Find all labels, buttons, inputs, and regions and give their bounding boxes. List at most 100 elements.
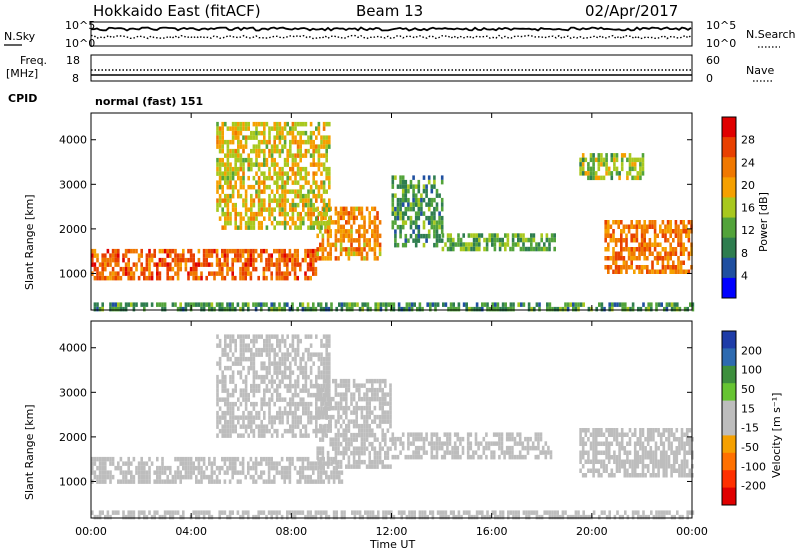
data-cell-6	[642, 514, 645, 520]
data-cell-2	[257, 198, 261, 203]
data-cell-0	[202, 248, 206, 254]
data-cell-3	[401, 184, 405, 189]
data-cell-4	[496, 237, 499, 243]
data-cell-2	[302, 433, 305, 438]
data-cell-2	[328, 184, 331, 190]
data-cell-0	[96, 257, 99, 263]
data-cell-3	[440, 445, 444, 451]
data-cell-0	[96, 474, 99, 480]
data-cell-3	[516, 454, 519, 460]
data-cell-1	[350, 233, 353, 239]
data-cell-1	[339, 432, 343, 438]
data-cell-2	[255, 410, 258, 416]
data-cell-5	[594, 428, 598, 433]
data-cell-0	[166, 465, 169, 471]
data-cell-2	[260, 211, 263, 217]
data-cell-5	[659, 459, 663, 464]
data-cell-1	[384, 414, 387, 420]
data-cell-0	[236, 479, 240, 484]
data-cell-2	[250, 225, 253, 230]
data-cell-2	[325, 343, 328, 348]
data-cell-3	[440, 229, 444, 234]
data-cell-2	[252, 370, 256, 375]
data-cell-5	[630, 247, 633, 252]
data-cell-2	[247, 415, 250, 420]
data-cell-0	[135, 262, 138, 267]
data-cell-5	[651, 220, 654, 225]
data-cell-1	[350, 441, 353, 447]
data-cell-2	[247, 424, 250, 429]
data-cell-2	[268, 126, 271, 131]
data-cell-2	[309, 392, 313, 398]
data-cell-6	[551, 514, 554, 520]
data-cell-1	[376, 256, 379, 261]
data-cell-2	[286, 365, 289, 371]
data-cell-2	[221, 379, 224, 384]
data-cell-2	[234, 383, 237, 389]
data-cell-1	[384, 392, 387, 397]
data-cell-6	[353, 510, 357, 515]
data-cell-3	[425, 436, 428, 442]
data-cell-7	[504, 302, 507, 307]
data-cell-7	[631, 302, 635, 307]
data-cell-1	[355, 401, 358, 406]
data-cell-1	[332, 441, 335, 447]
data-cell-2	[237, 370, 240, 375]
data-cell-5	[654, 450, 658, 455]
data-cell-1	[337, 224, 340, 230]
data-cell-3	[498, 436, 501, 442]
data-cell-0	[265, 266, 268, 272]
data-cell-0	[101, 474, 104, 480]
data-cell-2	[229, 433, 232, 438]
data-cell-2	[229, 338, 232, 344]
data-cell-1	[339, 229, 343, 234]
data-cell-2	[281, 175, 284, 181]
data-cell-2	[265, 184, 269, 190]
data-cell-0	[122, 470, 125, 475]
data-cell-7	[351, 302, 354, 307]
colorbar-swatch-1	[722, 137, 736, 158]
data-cell-1	[339, 405, 343, 411]
data-cell-5	[607, 432, 611, 437]
data-cell-2	[242, 352, 245, 357]
data-cell-2	[255, 374, 258, 380]
data-cell-2	[247, 365, 250, 371]
data-cell-4	[475, 242, 478, 247]
data-cell-2	[307, 202, 310, 208]
data-cell-2	[296, 130, 300, 136]
data-cell-7	[109, 302, 112, 307]
data-cell-1	[347, 437, 351, 442]
data-cell-5	[620, 432, 624, 437]
data-cell-2	[281, 338, 284, 344]
data-cell-2	[252, 220, 256, 226]
data-cell-1	[365, 392, 369, 397]
data-cell-1	[378, 251, 382, 257]
data-cell-5	[661, 256, 665, 261]
data-cell-0	[98, 262, 102, 267]
data-cell-2	[315, 379, 318, 384]
data-cell-0	[174, 470, 177, 475]
data-cell-1	[368, 414, 371, 420]
data-cell-3	[435, 441, 439, 446]
data-cell-7	[691, 306, 695, 312]
data-cell-0	[174, 262, 177, 267]
data-cell-3	[427, 206, 431, 212]
data-cell-3	[396, 184, 400, 189]
data-cell-6	[257, 510, 260, 515]
data-cell-6	[665, 510, 669, 515]
data-cell-6	[137, 510, 141, 515]
data-cell-2	[289, 401, 292, 407]
data-cell-2	[320, 406, 323, 411]
data-cell-0	[215, 257, 219, 263]
data-cell-7	[275, 306, 279, 312]
colorbar-tick-0: 4	[741, 269, 748, 282]
data-cell-2	[307, 189, 310, 194]
colorbar-tick-2: 12	[741, 224, 755, 237]
data-cell-2	[299, 225, 302, 230]
data-cell-3	[396, 206, 400, 212]
data-cell-1	[339, 247, 343, 252]
data-cell-6	[408, 510, 411, 515]
data-cell-0	[169, 479, 172, 484]
data-cell-3	[440, 441, 444, 446]
data-cell-0	[208, 271, 211, 276]
